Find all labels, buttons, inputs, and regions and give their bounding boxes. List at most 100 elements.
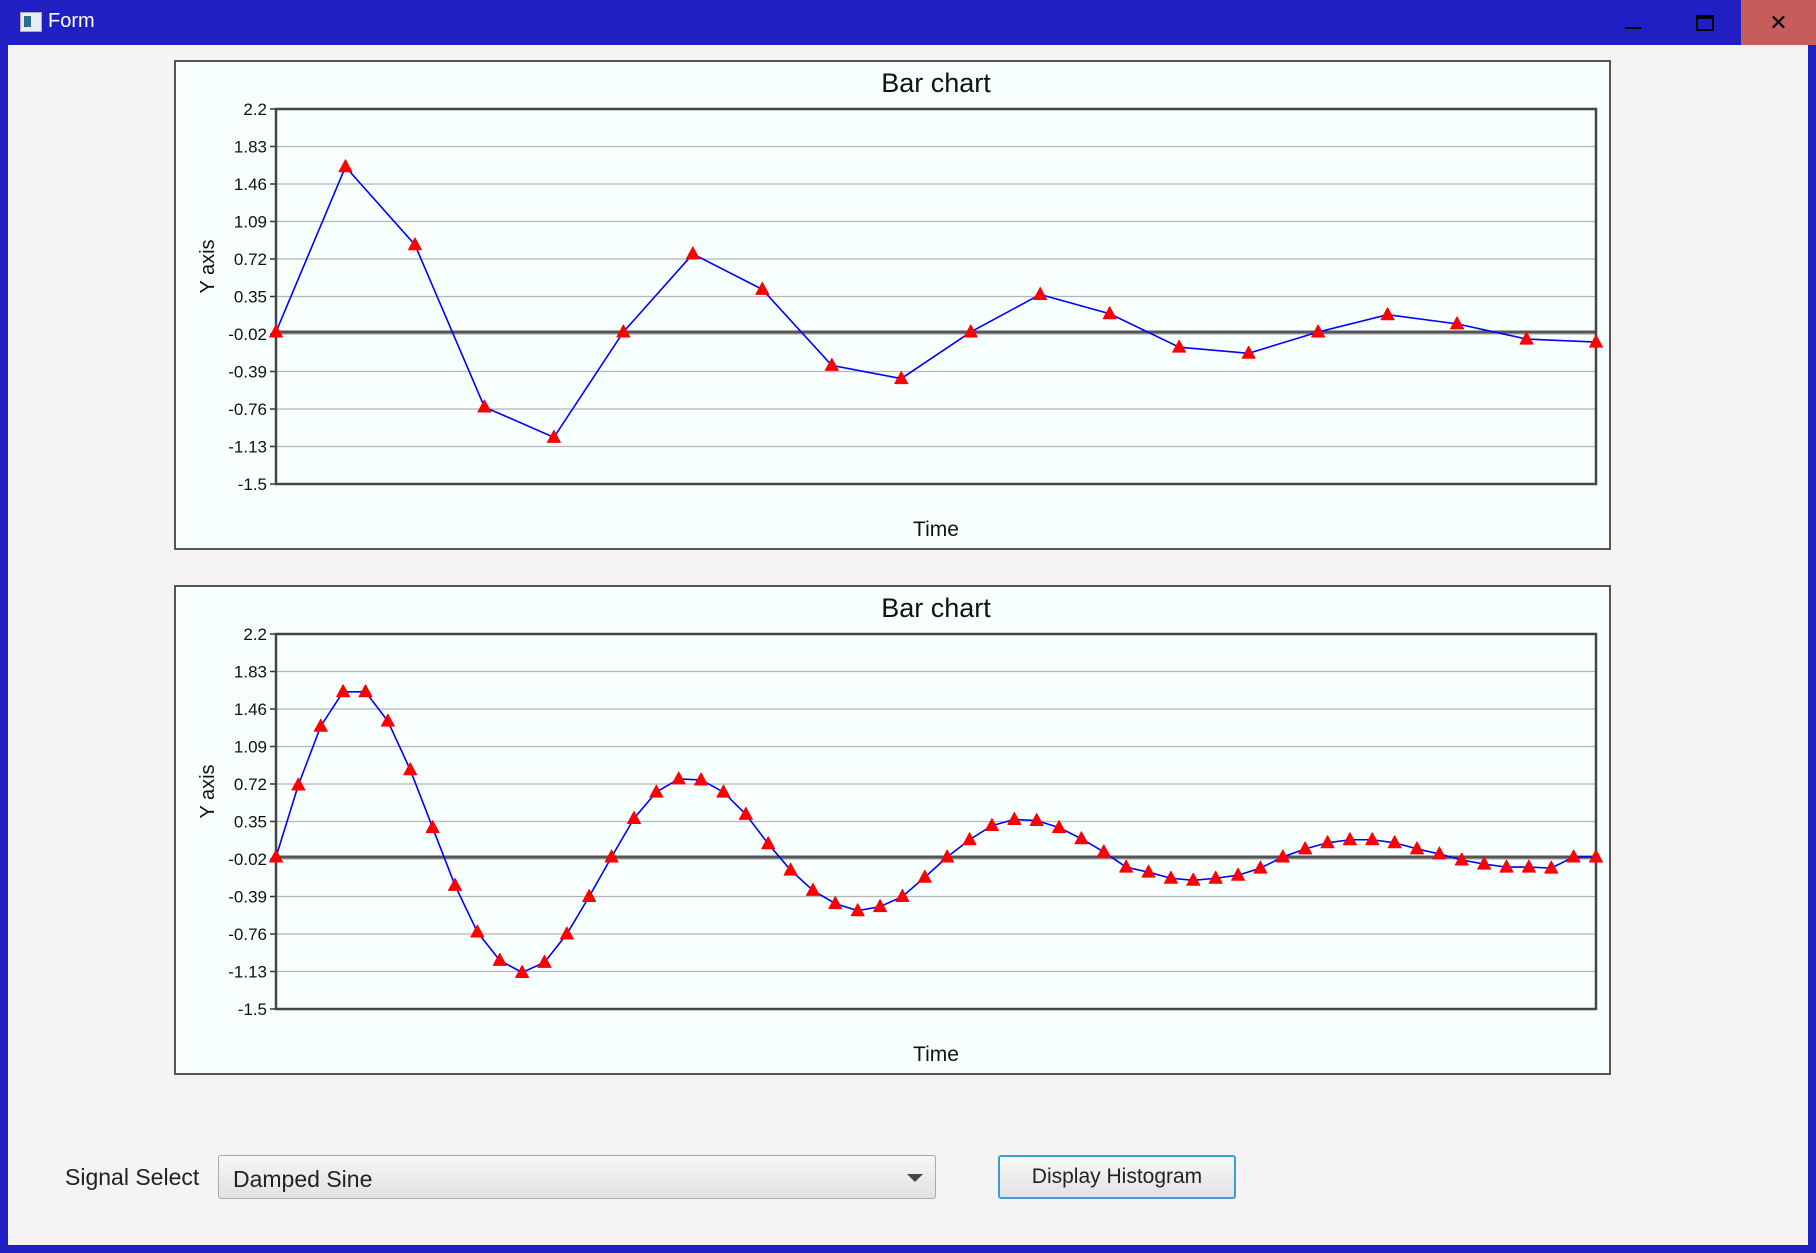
app-icon	[20, 12, 42, 32]
data-point-marker	[1186, 872, 1201, 886]
data-point-marker	[1311, 324, 1326, 338]
series-line	[275, 165, 1597, 439]
data-point-marker	[1172, 339, 1187, 353]
y-tick-label: -0.39	[228, 363, 267, 382]
y-tick-label: 1.83	[234, 663, 267, 682]
data-point-marker	[1102, 306, 1117, 320]
display-histogram-button[interactable]: Display Histogram	[998, 1155, 1236, 1199]
data-point-marker	[1253, 860, 1268, 874]
data-point-marker	[805, 882, 820, 896]
data-point-marker	[1208, 870, 1223, 884]
data-point-marker	[1231, 867, 1246, 881]
data-point-marker	[984, 818, 999, 832]
data-point-marker	[537, 954, 552, 968]
data-point-marker	[1589, 334, 1603, 348]
y-tick-label: 1.83	[234, 138, 267, 157]
data-point-marker	[1521, 859, 1536, 873]
data-point-marker	[291, 777, 306, 791]
data-point-marker	[783, 862, 798, 876]
data-point-marker	[738, 806, 753, 820]
data-point-marker	[1241, 345, 1256, 359]
x-axis-label: Time	[913, 518, 959, 541]
data-point-marker	[1499, 859, 1514, 873]
y-tick-label: -1.13	[228, 963, 267, 982]
data-point-marker	[358, 684, 373, 698]
data-point-marker	[407, 237, 422, 251]
signal-select-value: Damped Sine	[233, 1166, 373, 1192]
data-point-marker	[1387, 835, 1402, 849]
signal-select-dropdown[interactable]: Damped Sine	[218, 1155, 936, 1199]
y-axis-label: Y axis	[197, 239, 219, 293]
x-axis-label: Time	[913, 1043, 959, 1066]
data-point-marker	[1450, 316, 1465, 330]
data-point-marker	[1052, 820, 1067, 834]
minimize-icon	[1625, 26, 1641, 29]
y-tick-label: -1.13	[228, 438, 267, 457]
data-point-marker	[1544, 860, 1559, 874]
plot-area	[274, 107, 1598, 486]
data-point-marker	[694, 772, 709, 786]
data-point-marker	[1365, 832, 1380, 846]
data-point-marker	[962, 832, 977, 846]
data-point-marker	[425, 820, 440, 834]
form-client-area: Bar chart 2.2 1.83 1.46 1.09 0.72 0.35 -0.02 -0.…	[8, 45, 1808, 1245]
y-tick-label: 0.35	[234, 813, 267, 832]
data-point-marker	[940, 849, 955, 863]
y-tick-label: 1.46	[234, 175, 267, 194]
y-tick-label: -0.39	[228, 888, 267, 907]
data-point-marker	[1141, 864, 1156, 878]
data-point-marker	[1007, 811, 1022, 825]
chart-panel-bottom: Bar chart 2.2 1.83 1.46 1.09 0.72 0.35 -0.02 -0.…	[174, 585, 1611, 1075]
data-point-marker	[380, 713, 395, 727]
data-point-marker	[1096, 844, 1111, 858]
signal-select-label: Signal Select	[65, 1164, 200, 1190]
data-point-marker	[761, 836, 776, 850]
y-tick-label: -1.5	[238, 475, 267, 494]
data-point-marker	[582, 889, 597, 902]
data-point-marker	[616, 324, 631, 338]
data-point-marker	[546, 429, 561, 443]
y-tick-label: 0.72	[234, 775, 267, 794]
data-point-marker	[894, 371, 909, 385]
data-point-marker	[828, 896, 843, 910]
data-point-marker	[1519, 331, 1534, 345]
data-point-marker	[403, 762, 418, 776]
data-point-marker	[1298, 841, 1313, 855]
data-point-marker	[1566, 849, 1581, 863]
data-point-marker	[447, 877, 462, 891]
close-button[interactable]: ✕	[1741, 0, 1816, 45]
maximize-icon	[1696, 14, 1714, 31]
y-tick-label: -0.76	[228, 400, 267, 419]
chart-bottom-svg: Bar chart 2.2 1.83 1.46 1.09 0.72 0.35 -0.02 -0.…	[197, 593, 1603, 1066]
y-axis-label: Y axis	[197, 764, 219, 818]
data-point-marker	[1410, 841, 1425, 855]
data-point-marker	[850, 903, 865, 917]
maximize-button[interactable]	[1669, 0, 1741, 45]
data-point-marker	[1432, 846, 1447, 860]
data-point-marker	[313, 718, 328, 732]
data-point-marker	[1119, 859, 1134, 873]
minimize-button[interactable]	[1597, 0, 1669, 45]
y-tick-label: -0.76	[228, 925, 267, 944]
data-point-marker	[1033, 286, 1048, 300]
title-bar: Form ✕	[0, 0, 1816, 45]
data-point-marker	[716, 784, 731, 798]
plot-area	[274, 632, 1598, 1011]
y-tick-label: -0.02	[228, 850, 267, 869]
y-tick-label: 0.35	[234, 288, 267, 307]
data-point-marker	[1589, 849, 1603, 863]
chevron-down-icon[interactable]	[907, 1174, 923, 1182]
data-point-marker	[963, 324, 978, 338]
data-point-marker	[604, 849, 619, 863]
chart-title: Bar chart	[881, 68, 991, 98]
close-icon: ✕	[1769, 9, 1788, 35]
data-point-marker	[477, 399, 492, 413]
y-tick-label: 0.72	[234, 250, 267, 269]
data-point-marker	[470, 924, 485, 938]
data-point-marker	[559, 926, 574, 940]
data-point-marker	[824, 357, 839, 371]
data-point-marker	[1029, 812, 1044, 826]
window-title: Form	[48, 10, 95, 32]
y-tick-label: 1.09	[234, 738, 267, 757]
chart-top-svg: Bar chart 2.2 1.83 1.46 1.09 0.72 0.35 -0.02 -0.…	[197, 68, 1603, 541]
